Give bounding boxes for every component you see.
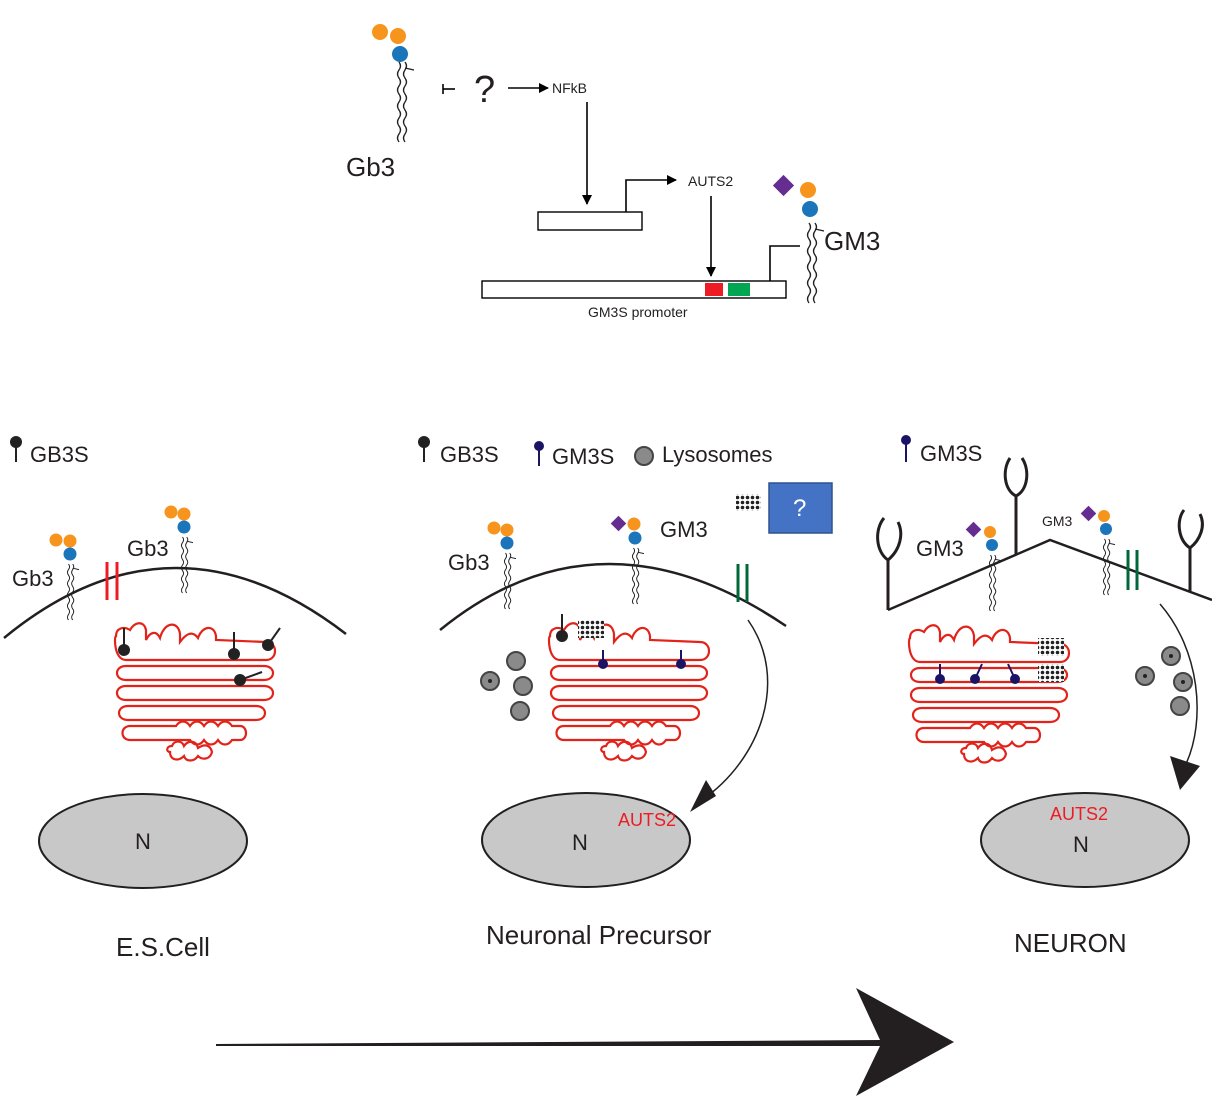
nucleus-neuron <box>980 792 1190 888</box>
neuron-cell: GM3 GM3 <box>876 457 1212 958</box>
legend-gb3s: GB3S <box>30 442 89 467</box>
precursor-title: Neuronal Precursor <box>486 920 712 950</box>
golgi-precursor <box>547 622 711 762</box>
gm3s-enzymes-neuron <box>935 663 1020 684</box>
legend-gm3s: GM3S <box>920 441 982 466</box>
legend-lysosomes: Lysosomes <box>662 442 772 467</box>
nucleus-label-precursor: N <box>572 830 588 855</box>
legend-neuron: GM3S <box>901 435 982 466</box>
neuron-signal-arrowhead <box>1170 756 1200 790</box>
gb3s-enzymes-es <box>118 627 281 686</box>
neuron-signal-curve <box>1159 603 1198 765</box>
precursor-signal-curve <box>701 619 769 801</box>
lysosomes-precursor <box>480 651 533 721</box>
legend-gm3s: GM3S <box>552 444 614 469</box>
nfkb-label: NFkB <box>552 80 587 96</box>
gm3s-enzyme-icon <box>534 441 544 466</box>
nucleus-es <box>38 793 248 889</box>
golgi-es <box>113 622 277 762</box>
nucleus-label-es: N <box>135 829 151 854</box>
unknown-factor-box <box>768 482 833 534</box>
auts2-gene-box <box>537 211 643 231</box>
gm3-label-top: GM3 <box>824 226 880 256</box>
es-cell-membrane <box>3 566 347 639</box>
gm3-output-arrow <box>769 245 800 281</box>
gb3-label-precursor: Gb3 <box>448 550 490 575</box>
gm3-label-neuron-left: GM3 <box>916 536 964 561</box>
green-channel-neuron <box>1126 550 1139 590</box>
promoter-label: GM3S promoter <box>588 304 688 320</box>
gm3s-enzymes-precursor <box>598 650 686 669</box>
gm3-label-precursor: GM3 <box>660 517 708 542</box>
es-cell: Gb3 Gb3 N E.S.Cell <box>3 505 347 962</box>
precursor-membrane <box>439 562 787 631</box>
gm3-molecule-precursor <box>610 515 645 605</box>
lysosome-icon <box>634 446 654 466</box>
auts2-transcription-arrow <box>625 175 677 212</box>
nucleus-precursor <box>481 792 691 888</box>
neuron-membrane <box>887 538 1212 612</box>
inhibition-symbol <box>442 84 455 94</box>
pathway-panel: Gb3 ? NFkB AUTS2 GM3S promoter GM3 <box>346 24 880 320</box>
gm3-label-neuron-right: GM3 <box>1042 513 1073 529</box>
gb3-molecule-precursor <box>487 521 517 610</box>
gm3-molecule-top <box>772 174 825 304</box>
gb3-molecule-es-right <box>164 505 194 594</box>
neuron-dendrites <box>876 457 1204 610</box>
gm3-molecule-neuron-left <box>965 521 1002 612</box>
precursor-signal-arrowhead <box>690 780 716 812</box>
neuron-title: NEURON <box>1014 928 1127 958</box>
gm3-molecule-neuron-right <box>1080 505 1116 596</box>
proteasome-golgi-precursor <box>578 620 604 638</box>
green-channel-precursor <box>736 564 749 602</box>
proteasome-icon <box>736 494 761 511</box>
auts2-label-top: AUTS2 <box>688 173 733 189</box>
auts2-label-neuron: AUTS2 <box>1050 804 1108 824</box>
gb3-molecule-es-left <box>49 533 80 621</box>
gb3-label-top: Gb3 <box>346 152 395 182</box>
promoter-green-element <box>728 283 750 296</box>
proteasome-golgi-neuron-top <box>1038 638 1064 656</box>
legend-es-cell: GB3S <box>10 436 89 467</box>
gb3-label-es-right: Gb3 <box>127 536 169 561</box>
legend-gb3s: GB3S <box>440 442 499 467</box>
nucleus-label-neuron: N <box>1073 832 1089 857</box>
gb3s-enzyme-icon <box>418 436 430 462</box>
gb3-molecule-top <box>372 24 415 143</box>
unknown-factor-label: ? <box>793 495 806 522</box>
gb3-label-es-left: Gb3 <box>12 566 54 591</box>
lysosomes-neuron <box>1135 646 1193 716</box>
promoter-red-element <box>705 283 723 296</box>
precursor-cell: Gb3 GM3 N AUTS2 <box>439 515 787 950</box>
unknown-mediator-label: ? <box>474 69 495 111</box>
auts2-label-precursor: AUTS2 <box>618 810 676 830</box>
es-cell-title: E.S.Cell <box>116 932 210 962</box>
red-channel-es <box>105 562 119 600</box>
legend-precursor: GB3S GM3S Lysosomes <box>418 436 772 469</box>
differentiation-arrow <box>216 988 954 1096</box>
proteasome-golgi-neuron-bottom <box>1038 664 1064 682</box>
